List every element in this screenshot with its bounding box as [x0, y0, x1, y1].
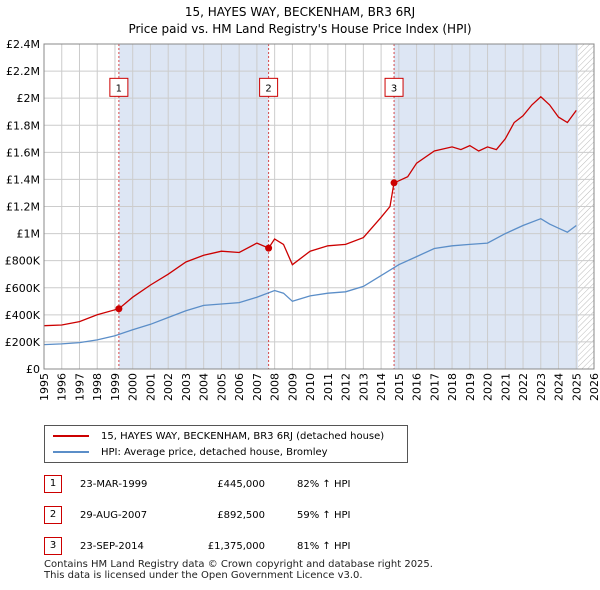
y-tick-label: £1.8M [6, 119, 40, 132]
plot-area: £0 £200K £400K £600K £800K £1M £1.2M £1.4M £1.6M… [5, 38, 600, 401]
sale-price: £892,500 [217, 510, 265, 521]
footer-copyright: Contains HM Land Registry data © Crown c… [44, 559, 433, 570]
sale-number: 2 [44, 506, 62, 524]
x-tick-label: 1999 [109, 373, 122, 401]
y-tick-label: £400K [5, 309, 41, 322]
sale-price: £445,000 [217, 479, 265, 490]
y-tick-label: £1.4M [6, 173, 40, 186]
series-line-property [43, 95, 577, 327]
y-tick-label: £1.6M [6, 146, 40, 159]
x-tick-label: 2012 [340, 373, 353, 401]
legend-item-property: 15, HAYES WAY, BECKENHAM, BR3 6RJ (detac… [53, 430, 384, 444]
x-tick-label: 1996 [56, 373, 69, 401]
x-tick-label: 2018 [446, 373, 459, 401]
sale-point [115, 305, 123, 313]
footer: Contains HM Land Registry data © Crown c… [44, 559, 433, 581]
price-chart: 15, HAYES WAY, BECKENHAM, BR3 6RJ Price … [5, 5, 600, 401]
sale-hpi-change: 81% ↑ HPI [297, 541, 351, 552]
sale-number: 3 [44, 537, 62, 555]
legend-label-property: 15, HAYES WAY, BECKENHAM, BR3 6RJ (detac… [101, 431, 385, 442]
y-tick-label: £0 [26, 363, 40, 376]
x-tick-label: 2020 [482, 373, 495, 401]
x-tick-label: 2019 [464, 373, 477, 401]
y-tick-label: £1.2M [6, 201, 40, 214]
y-tick-label: £600K [5, 282, 41, 295]
y-tick-label: £200K [5, 336, 41, 349]
x-tick-label: 2007 [251, 373, 264, 401]
y-tick-label: £2M [17, 92, 41, 105]
x-tick-label: 2015 [393, 373, 406, 401]
x-tick-label: 2000 [127, 373, 140, 401]
x-tick-label: 2017 [428, 373, 441, 401]
x-tick-label: 2004 [198, 373, 211, 401]
sale-hpi-change: 82% ↑ HPI [297, 479, 351, 490]
x-tick-label: 2026 [588, 373, 600, 401]
sale-label: 3 [391, 83, 397, 94]
x-tick-label: 2011 [322, 373, 335, 401]
x-tick-label: 1995 [38, 373, 51, 401]
x-tick-label: 2001 [144, 373, 157, 401]
legend-swatch-property [53, 435, 89, 437]
sale-label: 2 [265, 83, 271, 94]
sale-price: £1,375,000 [207, 541, 265, 552]
x-tick-label: 2003 [180, 373, 193, 401]
x-tick-label: 2024 [553, 373, 566, 401]
plot-frame [43, 43, 595, 370]
sale-label-box [109, 77, 129, 97]
sale-date: 29-AUG-2007 [80, 510, 148, 521]
x-tick-label: 1997 [73, 373, 86, 401]
y-tick-label: £2.4M [6, 38, 40, 51]
x-tick-label: 2025 [570, 373, 583, 401]
x-tick-label: 2005 [215, 373, 228, 401]
x-tick-label: 2021 [499, 373, 512, 401]
x-tick-label: 2008 [269, 373, 282, 401]
sale-label: 1 [116, 83, 122, 94]
sale-point [265, 244, 273, 252]
x-tick-label: 2022 [517, 373, 530, 401]
x-tick-label: 2014 [375, 373, 388, 401]
series-line-hpi [43, 217, 577, 346]
x-tick-label: 2016 [411, 373, 424, 401]
legend-item-hpi: HPI: Average price, detached house, Brom… [53, 446, 328, 460]
sale-point [390, 179, 398, 187]
y-tick-label: £2.2M [6, 65, 40, 78]
y-tick-label: £1M [17, 228, 41, 241]
x-tick-label: 2009 [286, 373, 299, 401]
legend-swatch-hpi [53, 451, 89, 453]
legend: 15, HAYES WAY, BECKENHAM, BR3 6RJ (detac… [44, 425, 408, 463]
x-tick-label: 2006 [233, 373, 246, 401]
legend-label-hpi: HPI: Average price, detached house, Brom… [101, 447, 328, 458]
x-tick-label: 1998 [91, 373, 104, 401]
sale-hpi-change: 59% ↑ HPI [297, 510, 351, 521]
sale-label-box [259, 77, 279, 97]
chart-title: 15, HAYES WAY, BECKENHAM, BR3 6RJ [185, 5, 415, 19]
sale-date: 23-SEP-2014 [80, 541, 144, 552]
x-tick-label: 2023 [535, 373, 548, 401]
x-tick-label: 2010 [304, 373, 317, 401]
footer-licence: This data is licensed under the Open Gov… [44, 570, 363, 581]
sale-label-box [384, 77, 404, 97]
chart-subtitle: Price paid vs. HM Land Registry's House … [128, 22, 471, 36]
x-tick-label: 2013 [357, 373, 370, 401]
y-tick-label: £800K [5, 255, 41, 268]
sale-number: 1 [44, 475, 62, 493]
x-tick-label: 2002 [162, 373, 175, 401]
sale-date: 23-MAR-1999 [80, 479, 148, 490]
